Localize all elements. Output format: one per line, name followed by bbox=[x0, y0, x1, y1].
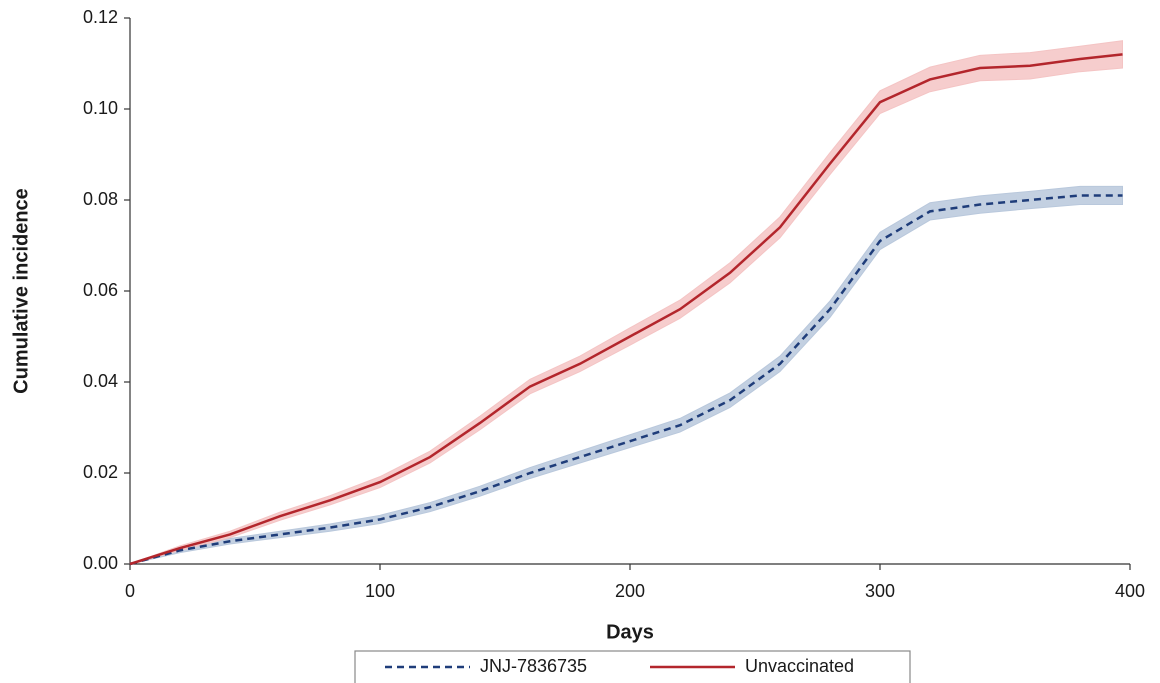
x-tick-label: 0 bbox=[125, 581, 135, 601]
legend-label: JNJ-7836735 bbox=[480, 656, 587, 676]
y-tick-label: 0.08 bbox=[83, 189, 118, 209]
x-axis-title: Days bbox=[606, 621, 654, 643]
y-tick-label: 0.12 bbox=[83, 7, 118, 27]
series-line bbox=[129, 53, 1123, 566]
y-tick-label: 0.06 bbox=[83, 280, 118, 300]
x-tick-label: 200 bbox=[615, 581, 645, 601]
legend-label: Unvaccinated bbox=[745, 656, 854, 676]
x-tick-label: 100 bbox=[365, 581, 395, 601]
series-line bbox=[129, 194, 1123, 566]
y-tick-label: 0.00 bbox=[83, 553, 118, 573]
y-axis-title: Cumulative incidence bbox=[10, 188, 32, 394]
x-tick-label: 300 bbox=[865, 581, 895, 601]
y-tick-label: 0.02 bbox=[83, 462, 118, 482]
y-tick-label: 0.04 bbox=[83, 371, 118, 391]
y-tick-label: 0.10 bbox=[83, 98, 118, 118]
confidence-band bbox=[129, 40, 1123, 565]
x-tick-label: 400 bbox=[1115, 581, 1145, 601]
confidence-band bbox=[129, 185, 1123, 565]
